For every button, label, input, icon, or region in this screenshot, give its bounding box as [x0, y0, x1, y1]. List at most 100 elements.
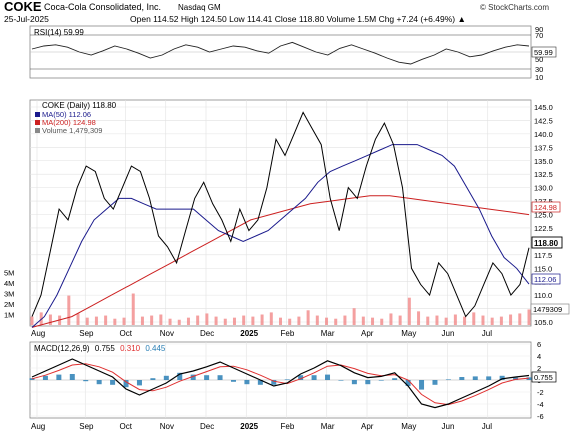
macd-hist-bar	[459, 377, 465, 380]
price-y-tick: 130.0	[534, 184, 553, 193]
macd-label-prefix: MACD(12,26,9)	[34, 344, 90, 353]
volume-bar	[509, 314, 513, 325]
macd-hist-bar	[311, 375, 317, 380]
macd-hist-bar	[190, 374, 196, 380]
price-y-tick: 125.0	[534, 211, 553, 220]
volume-bar	[205, 313, 209, 325]
x-tick-label: Nov	[160, 422, 174, 431]
macd-badge-bg	[531, 371, 557, 383]
price-y-tick: 127.5	[534, 197, 553, 206]
volume-bars	[30, 293, 531, 325]
macd-label: MACD(12,26,9) 0.755 0.310 0.445	[34, 344, 166, 353]
volume-bar	[361, 316, 365, 325]
ma50-line	[31, 144, 530, 328]
macd-hist-bar	[378, 380, 384, 381]
x-tick-label: Jul	[482, 329, 492, 338]
price-y-tick: 145.0	[534, 103, 553, 112]
rsi-label: RSI(14) 59.99	[34, 28, 84, 37]
volume-bar	[214, 316, 218, 325]
volume-bar	[85, 317, 89, 325]
macd-hist-bar	[405, 380, 411, 386]
x-tick-label: Dec	[200, 329, 214, 338]
volume-bar	[48, 314, 52, 325]
macd-line	[31, 358, 530, 409]
volume-bar	[444, 317, 448, 325]
macd-hist-bar	[163, 375, 169, 380]
price-y-tick: 135.0	[534, 157, 553, 166]
macd-hist-bar	[69, 374, 75, 380]
macd-y-tick: 6	[537, 340, 541, 349]
volume-bar	[380, 318, 384, 325]
quote-line: Open 114.52 High 124.50 Low 114.41 Close…	[130, 14, 466, 24]
macd-hist-bar	[230, 380, 236, 382]
volume-bar	[398, 315, 402, 325]
price-y-tick: 105.0	[534, 318, 553, 327]
volume-bar	[417, 311, 421, 325]
x-tick-label: Apr	[361, 422, 374, 431]
ma50-legend-swatch	[35, 112, 40, 117]
macd-hist-bar	[298, 375, 304, 380]
x-tick-label: Aug	[31, 422, 45, 431]
volume-y-tick: 4M	[4, 279, 14, 288]
macd-hist-bar	[419, 380, 425, 390]
macd-hist-bar	[432, 380, 438, 385]
volume-bar	[76, 313, 80, 325]
rsi-value-badge-bg	[531, 46, 557, 58]
price-y-tick: 142.5	[534, 116, 553, 125]
volume-y-tick: 3M	[4, 290, 14, 299]
volume-bar	[435, 315, 439, 325]
volume-bar	[453, 314, 457, 325]
macd-hist-bar	[513, 377, 519, 380]
ma200-badge: 124.98	[534, 203, 557, 212]
macd-hist-bar	[29, 378, 35, 380]
exchange-name: Nasdaq GM	[178, 3, 221, 12]
ma200-badge-bg	[531, 201, 561, 213]
macd-hist-bar	[257, 380, 263, 385]
volume-bar	[288, 318, 292, 325]
macd-hist-bar	[499, 375, 505, 380]
x-tick-label: Feb	[281, 422, 295, 431]
volume-bar	[343, 315, 347, 325]
macd-hist-bar	[83, 380, 89, 382]
price-y-tick: 137.5	[534, 143, 553, 152]
ma200-line	[31, 195, 530, 328]
volume-bar	[315, 315, 319, 325]
macd-hist-bar	[271, 380, 277, 385]
macd-hist-value: 0.445	[145, 344, 166, 353]
macd-hist-bar	[42, 375, 48, 380]
volume-bar	[269, 312, 273, 325]
x-axis-labels-bottom: Aug Sep Oct Nov Dec 2025 Feb Mar Apr May Jun Jul	[31, 422, 492, 431]
volume-y-tick: 5M	[4, 269, 14, 278]
macd-hist-bar	[526, 377, 532, 380]
macd-hist-bar	[204, 375, 210, 380]
x-axis-labels-top: Aug Sep Oct Nov Dec 2025 Feb Mar Apr May Jun Jul	[31, 329, 492, 338]
macd-hist-bar	[96, 380, 102, 385]
macd-hist-bar	[351, 380, 357, 385]
macd-hist-bar	[486, 376, 492, 380]
x-tick-label: May	[401, 422, 416, 431]
x-tick-label: Mar	[321, 422, 335, 431]
x-tick-label: Sep	[79, 422, 94, 431]
price-series	[31, 111, 530, 318]
macd-hist-bar	[338, 380, 344, 381]
volume-bar	[104, 315, 108, 325]
macd-signal-value: 0.310	[120, 344, 141, 353]
volume-bar	[159, 314, 163, 325]
volume-legend-swatch	[35, 128, 40, 133]
volume-bar	[113, 318, 117, 325]
volume-badge: 1479309	[533, 305, 562, 314]
macd-hist-bar	[445, 379, 451, 380]
close-badge: 118.80	[534, 239, 559, 248]
volume-bar	[481, 315, 485, 325]
volume-legend: Volume 1,479,309	[42, 126, 102, 135]
volume-bar	[389, 313, 393, 325]
x-tick-label: Dec	[200, 422, 214, 431]
x-tick-label: Jun	[442, 329, 455, 338]
ma200-legend: MA(200) 124.98	[42, 118, 96, 127]
macd-y-tick: 4	[537, 352, 541, 361]
volume-bar	[260, 314, 264, 325]
price-grid	[30, 100, 531, 326]
macd-y-tick: -2	[537, 388, 544, 397]
x-tick-label: Sep	[79, 329, 94, 338]
